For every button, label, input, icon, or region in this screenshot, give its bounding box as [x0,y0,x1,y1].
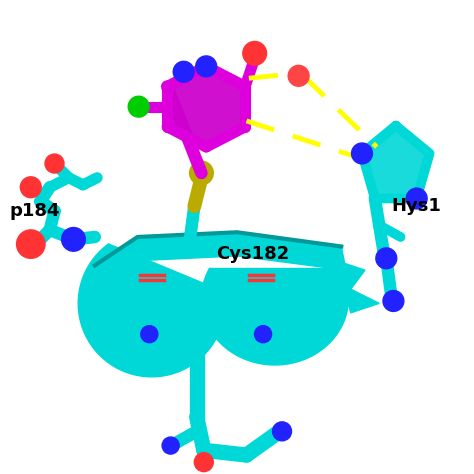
Circle shape [243,42,266,65]
Polygon shape [78,244,225,377]
Circle shape [273,422,292,441]
Polygon shape [337,261,379,313]
Circle shape [162,437,179,454]
Circle shape [196,56,217,77]
Circle shape [383,291,404,311]
Polygon shape [167,66,245,147]
Circle shape [173,61,194,82]
Circle shape [62,228,85,251]
Circle shape [141,326,158,343]
Circle shape [406,188,427,209]
Circle shape [194,453,213,472]
Circle shape [376,248,397,269]
Text: Hys1: Hys1 [391,197,441,215]
Text: p184: p184 [9,201,60,219]
Polygon shape [167,66,245,147]
Text: Cys182: Cys182 [216,245,289,263]
Circle shape [190,161,213,185]
Polygon shape [95,232,346,284]
Polygon shape [362,126,429,199]
Circle shape [288,65,309,86]
Circle shape [352,143,373,164]
Circle shape [255,326,272,343]
Circle shape [17,230,45,258]
Circle shape [45,154,64,173]
Polygon shape [201,268,348,365]
Circle shape [20,177,41,198]
Circle shape [128,96,149,117]
